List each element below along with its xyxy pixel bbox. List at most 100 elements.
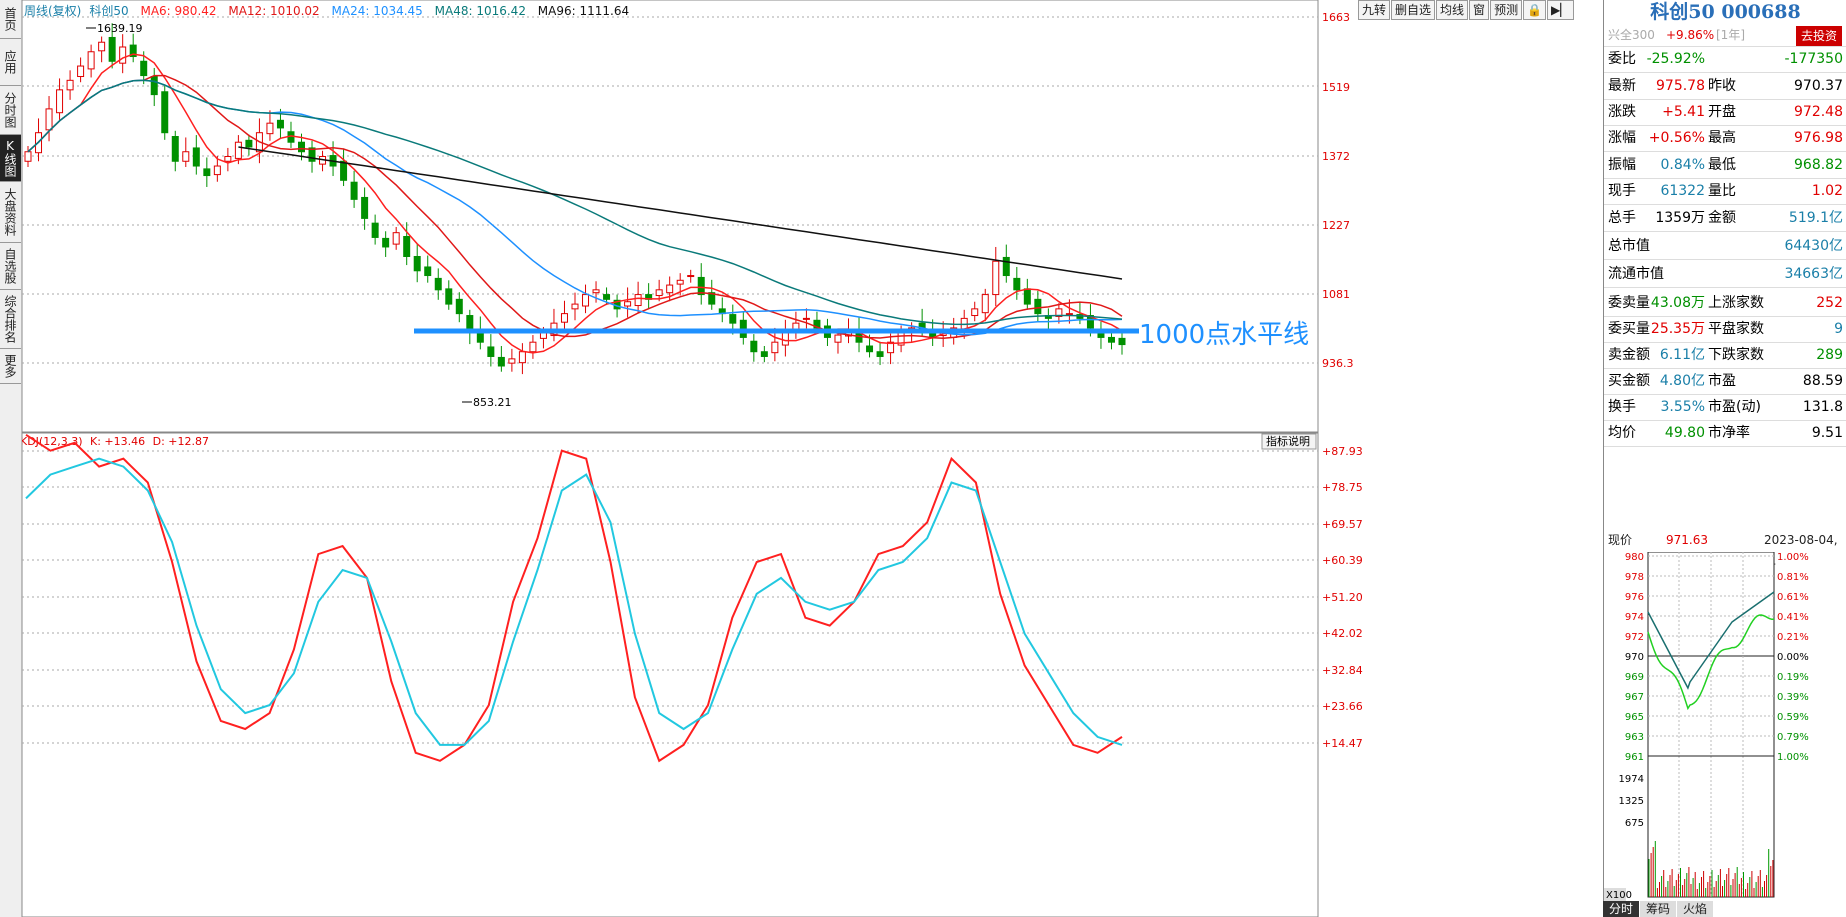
quote-label: 委买量 bbox=[1608, 321, 1650, 337]
tab-chips[interactable]: 筹码 bbox=[1640, 901, 1677, 917]
nav-ranking[interactable]: 综合排名 bbox=[0, 290, 21, 349]
nav-home[interactable]: 首页 bbox=[0, 0, 21, 39]
quote-row: 现手 61322 量比 1.02 bbox=[1604, 178, 1846, 205]
nav-intraday[interactable]: 分时图 bbox=[0, 86, 21, 135]
quote-label: 上涨家数 bbox=[1708, 295, 1764, 311]
window-button[interactable]: 窗 bbox=[1469, 0, 1490, 20]
kdj-tick: +42.02 bbox=[1322, 627, 1363, 640]
candle-body bbox=[455, 298, 463, 315]
nav-watchlist[interactable]: 自选股 bbox=[0, 243, 21, 290]
candle-body bbox=[750, 340, 758, 353]
quote-label: 最低 bbox=[1708, 157, 1736, 173]
quote-label: 市盈(动) bbox=[1708, 399, 1761, 415]
mini-vol-tick: 1325 bbox=[1619, 796, 1644, 807]
quote-row: 振幅 0.84% 最低 968.82 bbox=[1604, 152, 1846, 179]
candle-body bbox=[56, 89, 64, 114]
quote-value: 519.1亿 bbox=[1788, 210, 1843, 226]
quote-row: 卖金额 6.11亿 下跌家数 289 bbox=[1604, 342, 1846, 369]
ma-button[interactable]: 均线 bbox=[1436, 0, 1469, 20]
kdj-d-line bbox=[25, 457, 1123, 746]
mini-vol-tick: 675 bbox=[1625, 818, 1644, 829]
candle-body bbox=[392, 232, 400, 245]
candle-body bbox=[866, 345, 874, 353]
next-icon[interactable]: ▶▏ bbox=[1547, 0, 1574, 20]
quote-value: 61322 bbox=[1660, 183, 1705, 199]
nav-apps[interactable]: 应用 bbox=[0, 39, 21, 86]
ma6-line bbox=[27, 53, 1123, 354]
candlesticks bbox=[24, 23, 1126, 375]
quote-value: 25.35万 bbox=[1650, 321, 1705, 337]
kdj-help-button[interactable] bbox=[1261, 433, 1317, 450]
candle-body bbox=[981, 294, 989, 314]
mini-right-tick: 0.00% bbox=[1777, 652, 1809, 663]
candle-body bbox=[571, 303, 579, 310]
candle-body bbox=[1023, 288, 1031, 305]
nav-more[interactable]: 更多 bbox=[0, 349, 21, 384]
candle-body bbox=[276, 119, 284, 129]
candle-body bbox=[887, 341, 895, 354]
quote-label: 金额 bbox=[1708, 210, 1736, 226]
candle-body bbox=[87, 51, 95, 70]
moving-average-lines bbox=[27, 53, 1123, 354]
mini-left-tick: 976 bbox=[1625, 592, 1644, 603]
candle-body bbox=[350, 181, 358, 200]
quote-label: 买金额 bbox=[1608, 373, 1650, 389]
left-nav: 首页 应用 分时图 K线图 大盘资料 自选股 综合排名 更多 bbox=[0, 0, 22, 917]
mini-axis: 980 1.00% 978 0.81% 976 0.61% 974 0.41% 972 0.21%… bbox=[1619, 552, 1809, 829]
candle-body bbox=[119, 46, 127, 64]
quote-value: 289 bbox=[1816, 347, 1843, 363]
candle-body bbox=[603, 294, 611, 300]
tab-flame[interactable]: 火焰 bbox=[1677, 901, 1714, 917]
remove-watchlist-button[interactable]: 删自选 bbox=[1391, 0, 1436, 20]
quote-value: 6.11亿 bbox=[1659, 347, 1705, 363]
candle-body bbox=[971, 308, 979, 317]
quote-panel: 科创50 000688 兴全300 +9.86% [1年] 去投资 委比 -25.… bbox=[1603, 0, 1846, 917]
lock-icon[interactable]: 🔒 bbox=[1523, 0, 1547, 20]
candle-body bbox=[771, 341, 779, 354]
mini-right-tick: 1.00% bbox=[1777, 752, 1809, 763]
quote-value: 975.78 bbox=[1656, 78, 1705, 94]
mini-right-tick: 1.00% bbox=[1777, 552, 1809, 563]
chart-area[interactable]: 1000点水平线 1639.19 853.21 1663 1519 1372 1… bbox=[22, 0, 1602, 917]
nav-kline[interactable]: K线图 bbox=[0, 135, 21, 182]
candle-body bbox=[813, 319, 821, 329]
candle-body bbox=[655, 289, 663, 297]
quote-label: 委比 bbox=[1608, 51, 1636, 67]
candle-body bbox=[876, 351, 884, 357]
kdj-tick: +51.20 bbox=[1322, 591, 1363, 604]
ma6-value: MA6: 980.42 bbox=[140, 4, 217, 18]
candle-body bbox=[308, 147, 316, 162]
kdj-frame bbox=[22, 432, 1319, 917]
quote-row: 最新 975.78 昨收 970.37 bbox=[1604, 73, 1846, 100]
candle-body bbox=[108, 36, 116, 62]
candle-body bbox=[676, 279, 684, 285]
mini-right-tick: 0.79% bbox=[1777, 732, 1809, 743]
quote-value: 43.08万 bbox=[1650, 295, 1705, 311]
candle-body bbox=[697, 276, 705, 296]
ma12-line bbox=[27, 74, 1123, 339]
candle-body bbox=[298, 141, 305, 153]
mini-right-tick: 0.21% bbox=[1777, 632, 1809, 643]
candle-body bbox=[340, 160, 348, 181]
quote-label: 昨收 bbox=[1708, 78, 1736, 94]
compare-row: 兴全300 +9.86% [1年] 去投资 bbox=[1604, 24, 1846, 47]
candle-body bbox=[129, 44, 137, 58]
nav-market-data[interactable]: 大盘资料 bbox=[0, 182, 21, 243]
low-label: 853.21 bbox=[473, 396, 512, 409]
chart-name: 周线(复权) bbox=[24, 4, 82, 18]
quote-label: 均价 bbox=[1608, 425, 1636, 441]
price-tick: 1663 bbox=[1322, 11, 1350, 24]
kdj-d: D: +12.87 bbox=[153, 435, 209, 448]
nine-turn-button[interactable]: 九转 bbox=[1358, 0, 1391, 20]
forecast-button[interactable]: 预测 bbox=[1490, 0, 1523, 20]
chart-toolbar: 九转 删自选 均线 窗 预测 🔒 ▶▏ bbox=[1358, 0, 1575, 20]
candle-body bbox=[266, 122, 274, 135]
vol-unit-box bbox=[1604, 888, 1626, 901]
quote-row: 涨跌 +5.41 开盘 972.48 bbox=[1604, 99, 1846, 126]
quote-row: 买金额 4.80亿 市盈 88.59 bbox=[1604, 368, 1846, 395]
mini-intraday-chart[interactable]: 980 1.00% 978 0.81% 976 0.61% 974 0.41% 972 0.21%… bbox=[1604, 552, 1846, 902]
invest-button[interactable]: 去投资 bbox=[1796, 26, 1843, 46]
quote-label: 涨跌 bbox=[1608, 104, 1636, 120]
quote-label: 流通市值 bbox=[1608, 266, 1664, 282]
tab-intraday[interactable]: 分时 bbox=[1603, 901, 1640, 917]
